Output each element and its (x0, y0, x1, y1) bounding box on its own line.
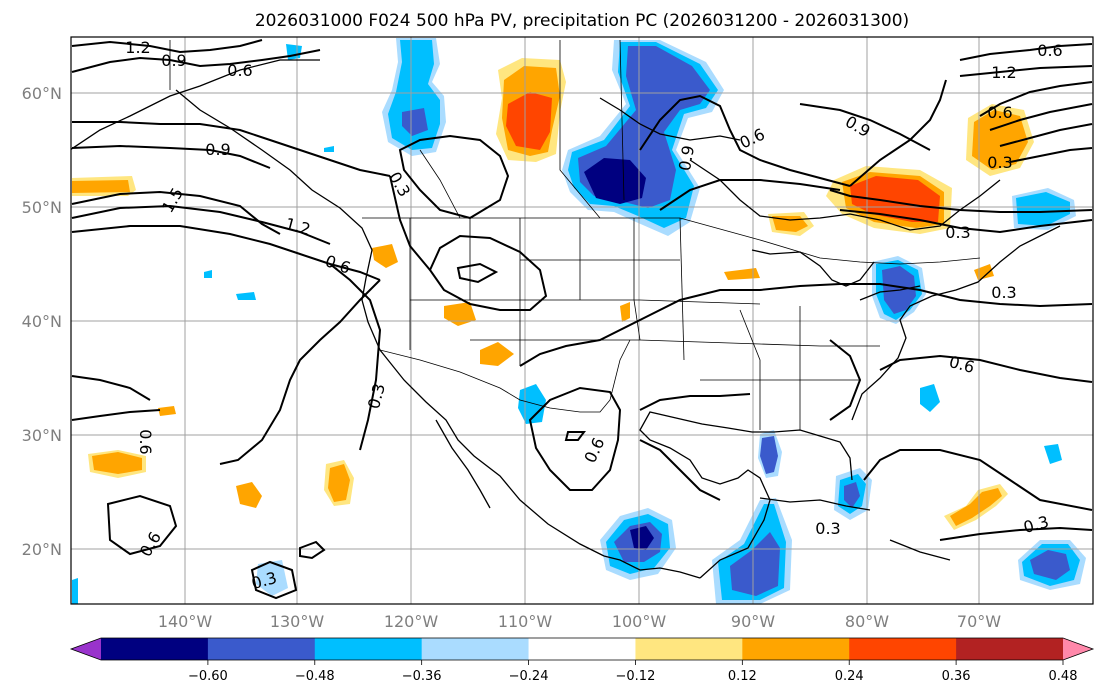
contour-label: 0.3 (945, 223, 970, 242)
lon-label: 80°W (845, 612, 889, 631)
longitude-labels: 140°W 130°W 120°W 110°W 100°W 90°W 80°W … (158, 612, 1001, 631)
lat-label: 60°N (22, 84, 62, 103)
colorbar-tick-label: −0.48 (295, 669, 335, 684)
contour-label: 0.3 (987, 153, 1012, 172)
contour-label: 0.9 (161, 51, 186, 70)
colorbar-outline (69, 637, 1095, 661)
contour-label: 0.6 (227, 61, 252, 80)
lon-label: 100°W (612, 612, 667, 631)
colorbar-tick-label: −0.60 (188, 669, 228, 684)
colorbar-segment (528, 638, 636, 660)
lon-label: 140°W (158, 612, 213, 631)
colorbar-segment (314, 638, 423, 660)
lon-label: 90°W (731, 612, 775, 631)
lon-label: 120°W (384, 612, 439, 631)
lat-label: 20°N (22, 540, 62, 559)
map-frame (70, 36, 1094, 605)
contour-label: 1.2 (991, 63, 1016, 82)
colorbar-segment (207, 638, 316, 660)
colorbar-tick-label: 0.12 (728, 669, 757, 684)
colorbar-tick-label: 0.24 (835, 669, 864, 684)
colorbar-segment (956, 638, 1064, 660)
colorbar-segment (101, 638, 209, 660)
contour-label: 0.9 (675, 144, 698, 172)
figure-title: 2026031000 F024 500 hPa PV, precipitatio… (255, 11, 909, 31)
latitude-labels: 60°N 50°N 40°N 30°N 20°N (22, 84, 62, 559)
colorbar-segment (849, 638, 957, 660)
contour-label: 0.6 (136, 429, 155, 454)
colorbar-tick-label: −0.36 (402, 669, 442, 684)
lat-label: 50°N (22, 198, 62, 217)
colorbar-extend-high (1063, 638, 1093, 660)
colorbar-segment (635, 638, 743, 660)
colorbar-tick-label: −0.12 (616, 669, 656, 684)
contour-label: 1.2 (125, 38, 150, 57)
lon-label: 70°W (957, 612, 1001, 631)
contour-label: 0.3 (815, 519, 840, 538)
colorbar: −0.60 −0.48 −0.36 −0.24 −0.12 0.12 0.24 0.36 0.4… (69, 637, 1095, 684)
colorbar-tick-label: −0.24 (509, 669, 549, 684)
colorbar-tick-label: 0.48 (1049, 669, 1078, 684)
map-area: 1.2 0.9 0.6 0.9 1.5 1.2 0.6 0.3 0.3 0.6 … (71, 37, 1093, 604)
colorbar-tick-label: 0.36 (942, 669, 971, 684)
colorbar-segment (421, 638, 530, 660)
contour-label: 0.6 (987, 103, 1012, 122)
contour-label: 0.3 (991, 283, 1016, 302)
lon-label: 130°W (270, 612, 325, 631)
colorbar-extend-low (71, 638, 101, 660)
contour-label: 0.9 (205, 140, 230, 159)
colorbar-segment (742, 638, 850, 660)
pv-contours (71, 39, 1093, 600)
lat-label: 40°N (22, 312, 62, 331)
political-borders (169, 39, 981, 430)
lon-label: 110°W (498, 612, 553, 631)
lat-label: 30°N (22, 426, 62, 445)
contour-label: 0.6 (1037, 41, 1062, 60)
